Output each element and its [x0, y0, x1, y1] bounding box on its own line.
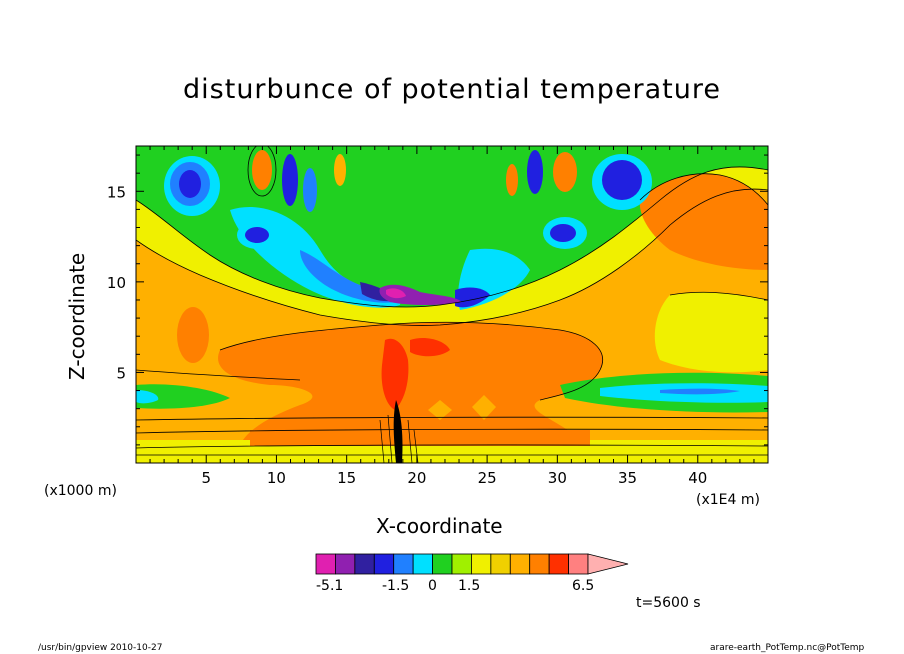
- y-axis-label: Z-coordinate: [65, 252, 89, 380]
- x-tick-label: 40: [688, 469, 707, 487]
- core-magenta: [386, 288, 406, 299]
- cell-orange-top-1: [252, 150, 272, 190]
- cell-orange-top-2: [553, 152, 577, 192]
- colorbar-swatch: [471, 553, 492, 575]
- footer-left: /usr/bin/gpview 2010-10-27: [38, 643, 163, 653]
- cell-blue-mid-right: [550, 224, 576, 242]
- y-tick-label: 15: [107, 183, 126, 201]
- colorbar-swatch: [335, 553, 356, 575]
- chart-title: disturbunce of potential temperature: [183, 74, 721, 105]
- colorbar-tick-label: 6.5: [572, 578, 595, 594]
- colorbar-swatch: [354, 553, 375, 575]
- cell-yellow-bottom-2: [472, 395, 496, 420]
- field-yellow-right: [654, 292, 768, 373]
- cell-blue-top-1: [282, 154, 298, 206]
- field-red-core-2: [410, 338, 450, 357]
- colorbar-swatch: [548, 553, 569, 575]
- plot-frame: [135, 145, 769, 464]
- contour-fill-group: [136, 146, 768, 463]
- contour-lines: [136, 166, 768, 456]
- field-orange-right: [639, 173, 768, 270]
- colorbar-swatch: [490, 553, 511, 575]
- field-orange-stripe: [250, 430, 590, 446]
- field-red-core: [381, 338, 409, 410]
- cell-darkblue-left: [179, 170, 201, 198]
- turbulence-streak-2: [379, 414, 419, 463]
- cell-orange-left: [177, 307, 209, 363]
- colorbar-swatch: [451, 553, 472, 575]
- colorbar-swatch: [432, 553, 453, 575]
- y-axis-unit: (x1E4 m): [696, 492, 760, 508]
- turbulence-streak: [393, 400, 403, 463]
- colorbar-swatch: [393, 553, 414, 575]
- field-orange-lower: [218, 322, 603, 463]
- x-tick-label: 15: [337, 469, 356, 487]
- cell-orange-small: [255, 370, 275, 382]
- x-tick-label: 35: [618, 469, 637, 487]
- cell-blue-top-3: [527, 150, 543, 194]
- colorbar-swatch: [412, 553, 433, 575]
- colorbar: [315, 553, 629, 575]
- field-cyan-left-low: [136, 390, 159, 404]
- x-tick-label: 10: [267, 469, 286, 487]
- cell-orange-top-4: [334, 154, 346, 186]
- cell-blue-right: [602, 160, 642, 200]
- footer-right: arare-earth_PotTemp.nc@PotTemp: [710, 643, 865, 653]
- y-tick-label: 10: [107, 274, 126, 292]
- colorbar-extend-triangle: [587, 553, 629, 575]
- plume-darkblue-r: [455, 287, 490, 308]
- y-tick-label: 5: [116, 364, 126, 382]
- colorbar-tick-label: 1.5: [458, 578, 481, 594]
- x-axis-label: X-coordinate: [376, 514, 503, 538]
- x-tick-label: 5: [201, 469, 211, 487]
- colorbar-tick-label: -1.5: [382, 578, 410, 594]
- cell-yellow-bottom-3: [550, 402, 570, 420]
- cell-yellow-top-1: [247, 146, 277, 197]
- x-axis-ticks: 5 10 15 20 25 30 35 40: [149, 146, 755, 487]
- colorbar-swatch: [315, 553, 336, 575]
- cell-blue-top-2: [303, 168, 317, 212]
- field-green-left-low: [136, 384, 230, 409]
- x-tick-label: 20: [407, 469, 426, 487]
- core-purple: [379, 284, 462, 305]
- field-blue-right-low: [660, 388, 740, 395]
- colorbar-tick-label: -5.1: [316, 578, 344, 594]
- x-tick-label: 25: [478, 469, 497, 487]
- colorbar-tick-label: 0: [428, 578, 437, 594]
- x-tick-label: 30: [548, 469, 567, 487]
- cell-yellow-bottom-1: [428, 400, 452, 420]
- cell-blue-mid-left: [245, 227, 269, 243]
- time-label: t=5600 s: [636, 595, 701, 611]
- colorbar-swatch: [509, 553, 531, 575]
- cell-orange-top-3: [506, 164, 518, 196]
- x-axis-unit: (x1000 m): [44, 483, 117, 499]
- y-axis-ticks: 5 10 15: [107, 154, 768, 446]
- colorbar-swatch: [568, 553, 589, 575]
- colorbar-swatch: [373, 553, 395, 575]
- colorbar-swatch: [529, 553, 550, 575]
